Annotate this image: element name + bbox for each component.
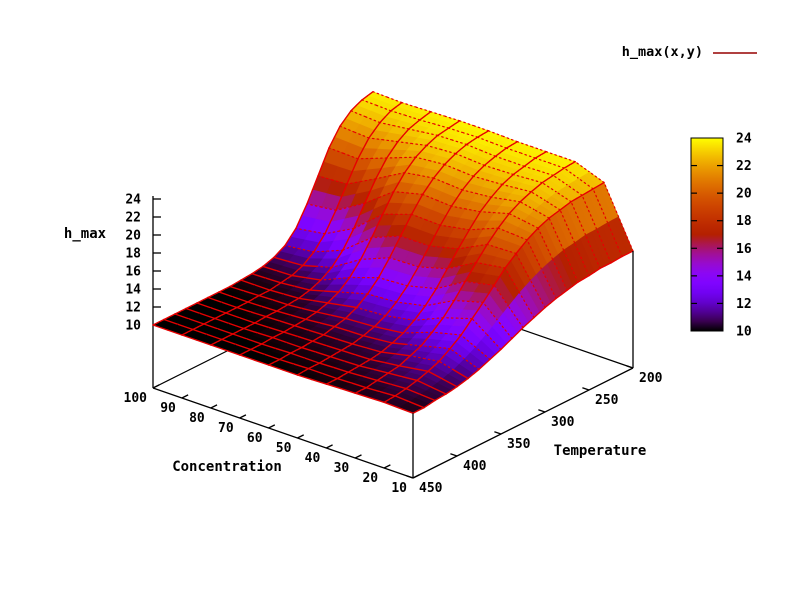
axes-front — [412, 251, 634, 478]
svg-text:20: 20 — [362, 471, 378, 486]
svg-text:70: 70 — [218, 421, 234, 436]
colorbar: 10 12 14 16 18 20 22 24 — [690, 132, 752, 340]
svg-text:12: 12 — [736, 297, 752, 312]
svg-text:12: 12 — [125, 301, 141, 316]
svg-text:40: 40 — [305, 451, 321, 466]
svg-text:300: 300 — [551, 415, 575, 430]
svg-text:22: 22 — [736, 159, 752, 174]
svg-text:50: 50 — [276, 441, 292, 456]
axes-base: 10 12 14 16 18 20 22 24 100 90 80 70 60 50 40 30 20 10 450… — [124, 193, 663, 497]
svg-text:350: 350 — [507, 437, 531, 452]
y-axis-title: Temperature — [553, 443, 647, 459]
svg-text:100: 100 — [124, 391, 148, 406]
svg-text:16: 16 — [736, 242, 752, 257]
svg-text:450: 450 — [419, 481, 443, 496]
svg-text:200: 200 — [639, 371, 663, 386]
svg-text:24: 24 — [125, 193, 141, 208]
svg-text:250: 250 — [595, 393, 619, 408]
svg-text:10: 10 — [391, 481, 407, 496]
svg-text:10: 10 — [125, 319, 141, 334]
x-axis-title: Concentration — [172, 459, 282, 475]
legend-label: h_max(x,y) — [621, 44, 703, 60]
svg-text:80: 80 — [189, 411, 205, 426]
svg-text:16: 16 — [125, 265, 141, 280]
svg-text:14: 14 — [736, 269, 752, 284]
svg-text:14: 14 — [125, 283, 141, 298]
svg-text:22: 22 — [125, 211, 141, 226]
svg-text:18: 18 — [125, 247, 141, 262]
svg-text:60: 60 — [247, 431, 263, 446]
svg-text:18: 18 — [736, 214, 752, 229]
svg-text:20: 20 — [125, 229, 141, 244]
surface-pm3d — [152, 90, 634, 414]
svg-text:24: 24 — [736, 132, 752, 147]
svg-text:30: 30 — [334, 461, 350, 476]
svg-text:90: 90 — [160, 401, 176, 416]
z-axis-title: h_max — [63, 226, 107, 242]
svg-text:400: 400 — [463, 459, 487, 474]
svg-text:20: 20 — [736, 187, 752, 202]
svg-text:10: 10 — [736, 325, 752, 340]
